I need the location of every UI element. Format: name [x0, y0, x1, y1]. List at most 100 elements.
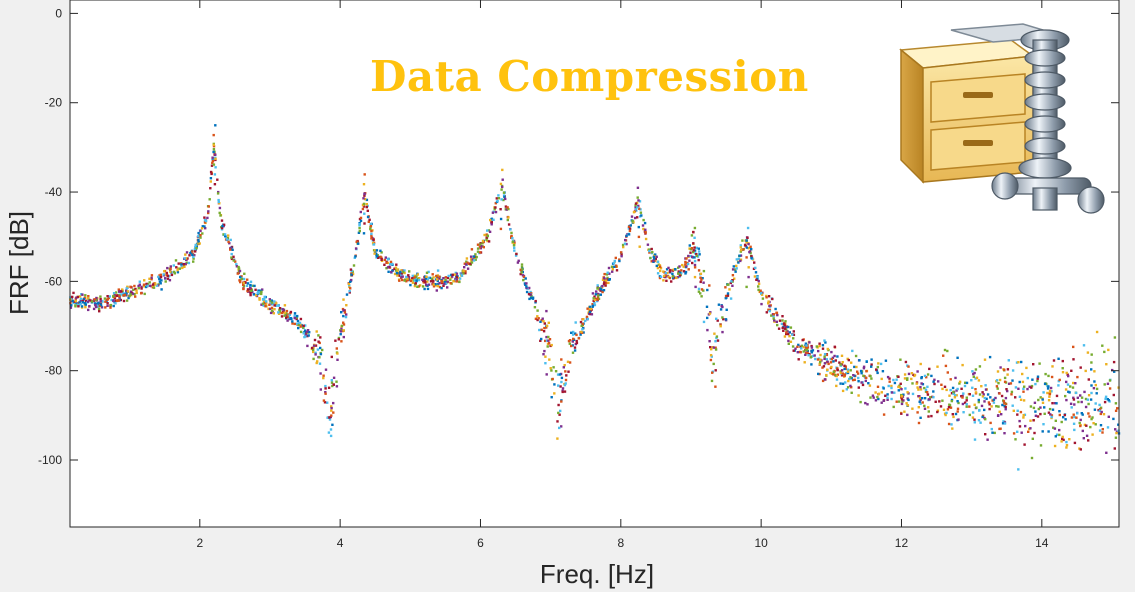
data-point [927, 415, 930, 418]
data-point [536, 315, 539, 318]
data-point [852, 374, 855, 377]
data-point [405, 275, 408, 279]
data-point [1099, 406, 1103, 409]
data-point [158, 274, 161, 277]
data-point [667, 275, 670, 278]
data-point [222, 223, 226, 226]
data-point [697, 290, 701, 293]
data-point [1079, 366, 1082, 369]
data-point [395, 272, 399, 275]
data-point [634, 202, 638, 205]
data-point [900, 396, 903, 399]
data-point [168, 274, 171, 278]
data-point [963, 384, 967, 388]
data-point [850, 386, 853, 389]
data-point [1050, 414, 1054, 417]
data-point [956, 356, 959, 359]
data-point [1082, 437, 1085, 440]
data-point [912, 373, 915, 376]
data-point [607, 281, 610, 285]
data-point [710, 379, 714, 383]
data-point [502, 194, 506, 197]
data-point [244, 281, 247, 284]
data-point [819, 358, 822, 361]
data-point [458, 277, 462, 280]
data-point [871, 394, 875, 397]
data-point [208, 198, 211, 201]
data-point [556, 437, 559, 440]
data-point [906, 377, 909, 380]
data-point [99, 297, 102, 301]
data-point [547, 339, 550, 342]
axes-box [69, 0, 1120, 528]
data-point [485, 236, 488, 239]
data-point [100, 306, 104, 309]
data-point [692, 250, 695, 254]
data-point [261, 302, 265, 305]
data-point [823, 353, 827, 356]
data-point [162, 273, 165, 276]
data-point [1076, 375, 1079, 379]
data-point [584, 319, 587, 323]
data-point [273, 304, 276, 307]
data-point [318, 356, 321, 359]
data-point [318, 362, 322, 365]
data-point [481, 239, 485, 243]
data-point [593, 302, 596, 305]
data-point [466, 261, 469, 264]
data-point [554, 370, 558, 373]
data-point [1006, 389, 1009, 393]
data-point [949, 388, 952, 392]
data-point [426, 280, 429, 283]
data-point [369, 224, 373, 228]
data-point [216, 178, 219, 181]
data-point [684, 270, 688, 274]
data-point [169, 270, 172, 273]
data-point [819, 361, 822, 364]
data-point [929, 396, 932, 399]
y-tick-label: -20 [45, 96, 63, 110]
data-point [637, 199, 640, 202]
data-point [829, 361, 833, 364]
data-point [522, 275, 526, 279]
data-point [123, 293, 127, 297]
data-point [188, 254, 191, 257]
data-point [125, 291, 128, 295]
data-point [858, 359, 861, 362]
data-point [543, 322, 546, 325]
data-point [293, 312, 297, 315]
data-point [756, 275, 759, 278]
data-point [816, 358, 820, 361]
data-point [1003, 432, 1006, 435]
data-point [76, 295, 80, 299]
data-point [458, 280, 461, 284]
data-point [370, 229, 373, 233]
data-point [1069, 402, 1073, 405]
data-point [1085, 424, 1088, 427]
data-point [639, 211, 643, 214]
data-point [135, 291, 138, 295]
x-axis-label: Freq. [Hz] [540, 559, 654, 589]
data-point [839, 371, 843, 375]
data-point [201, 232, 204, 235]
data-point [1050, 375, 1054, 379]
data-point [984, 418, 987, 421]
data-point [289, 310, 293, 314]
data-point [332, 376, 336, 379]
data-point [572, 337, 575, 341]
data-point [326, 416, 329, 419]
data-point [699, 276, 702, 279]
data-point [525, 286, 528, 290]
data-point [621, 243, 625, 247]
data-point [80, 305, 84, 308]
data-point [952, 415, 955, 419]
data-point [154, 283, 157, 286]
data-point [103, 297, 107, 300]
data-point [177, 262, 180, 265]
data-point [678, 275, 681, 279]
data-point [96, 302, 100, 305]
data-point [841, 372, 844, 375]
data-point [680, 271, 683, 275]
data-point [781, 319, 784, 322]
data-point [1078, 421, 1081, 425]
